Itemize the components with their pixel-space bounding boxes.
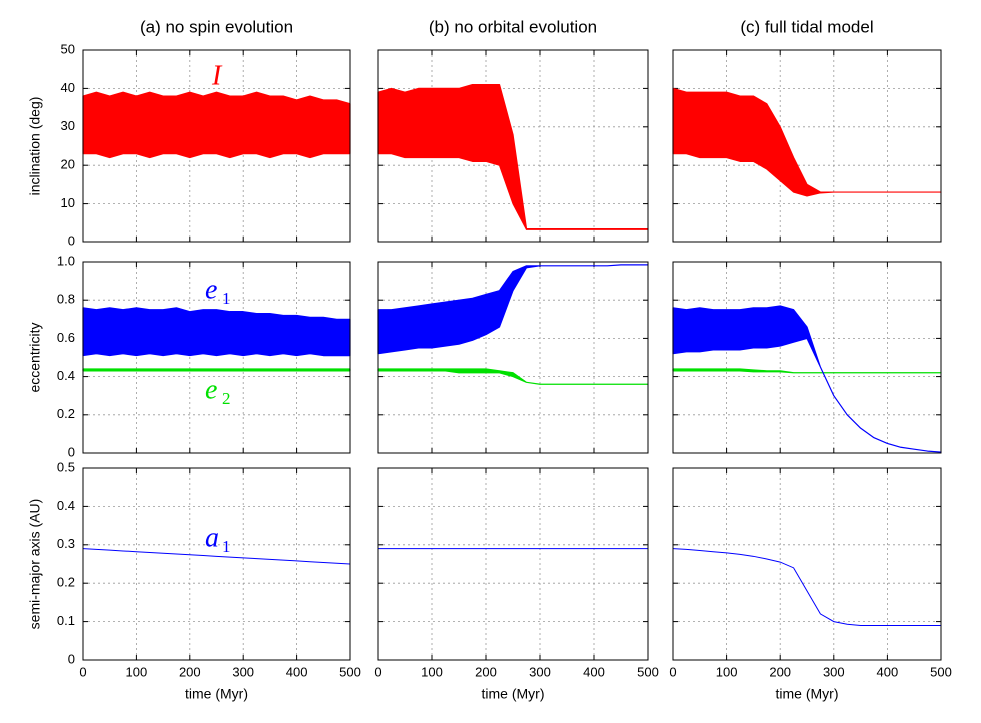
- series-label: a: [205, 522, 219, 553]
- series-label: I: [211, 60, 223, 91]
- y-tick-label: 0: [68, 233, 75, 248]
- plot-frame: [377, 49, 649, 243]
- series-label-subscript: 1: [222, 289, 231, 308]
- line: [82, 548, 351, 565]
- y-tick-label: 1.0: [57, 253, 75, 268]
- y-tick-label: 10: [61, 195, 75, 210]
- y-tick-label: 0: [68, 651, 75, 666]
- x-tick-label: 100: [126, 664, 148, 679]
- x-tick-label: 400: [286, 664, 308, 679]
- series-label-subscript: 2: [222, 389, 231, 408]
- x-tick-label: 100: [421, 664, 443, 679]
- x-tick-label: 300: [529, 664, 551, 679]
- x-tick-label: 0: [374, 664, 381, 679]
- series-label: e: [205, 274, 217, 305]
- plot-frame: [82, 467, 351, 661]
- x-tick-label: 400: [877, 664, 899, 679]
- y-tick-label: 30: [61, 118, 75, 133]
- x-tick-label: 200: [475, 664, 497, 679]
- band-area: [377, 368, 649, 385]
- x-axis-label: time (Myr): [776, 686, 839, 702]
- band-area: [672, 368, 942, 374]
- series-label-subscript: 1: [222, 537, 231, 556]
- y-axis-label: eccentricity: [27, 322, 43, 392]
- x-tick-label: 200: [179, 664, 201, 679]
- band-area: [82, 91, 351, 159]
- x-axis-label: time (Myr): [185, 686, 248, 702]
- plot-frame: [672, 49, 942, 243]
- y-tick-label: 0.5: [57, 459, 75, 474]
- y-tick-label: 40: [61, 80, 75, 95]
- chart-title: (c) full tidal model: [740, 17, 873, 36]
- y-tick-label: 0.2: [57, 406, 75, 421]
- plot-frame: [377, 467, 649, 661]
- chart-title: (b) no orbital evolution: [429, 17, 597, 36]
- x-axis-label: time (Myr): [482, 686, 545, 702]
- plot-frame: [672, 467, 942, 661]
- y-tick-label: 0: [68, 444, 75, 459]
- x-tick-label: 100: [716, 664, 738, 679]
- plot-frame: [82, 49, 351, 243]
- band-area: [672, 305, 942, 453]
- x-tick-label: 500: [637, 664, 659, 679]
- y-tick-label: 0.1: [57, 613, 75, 628]
- y-tick-label: 0.2: [57, 575, 75, 590]
- band-area: [82, 307, 351, 357]
- plot-frame: [672, 261, 942, 454]
- y-tick-label: 20: [61, 157, 75, 172]
- x-tick-label: 500: [339, 664, 361, 679]
- y-tick-label: 50: [61, 41, 75, 56]
- plot-frame: [377, 261, 649, 454]
- band-area: [82, 368, 351, 372]
- band-area: [672, 87, 942, 197]
- band-area: [377, 264, 649, 355]
- x-tick-label: 300: [823, 664, 845, 679]
- y-axis-label: inclination (deg): [27, 97, 43, 196]
- x-tick-label: 500: [930, 664, 952, 679]
- y-tick-label: 0.3: [57, 536, 75, 551]
- x-tick-label: 300: [232, 664, 254, 679]
- x-tick-label: 400: [583, 664, 605, 679]
- x-tick-label: 200: [769, 664, 791, 679]
- y-axis-label: semi-major axis (AU): [27, 499, 43, 630]
- x-tick-label: 0: [79, 664, 86, 679]
- chart-title: (a) no spin evolution: [140, 17, 293, 36]
- y-tick-label: 0.4: [57, 498, 75, 513]
- x-tick-label: 0: [669, 664, 676, 679]
- y-tick-label: 0.8: [57, 292, 75, 307]
- line: [672, 548, 941, 626]
- y-tick-label: 0.4: [57, 368, 75, 383]
- band-area: [377, 83, 649, 230]
- series-label: e: [205, 374, 217, 405]
- plot-frame: [82, 261, 351, 454]
- y-tick-label: 0.6: [57, 330, 75, 345]
